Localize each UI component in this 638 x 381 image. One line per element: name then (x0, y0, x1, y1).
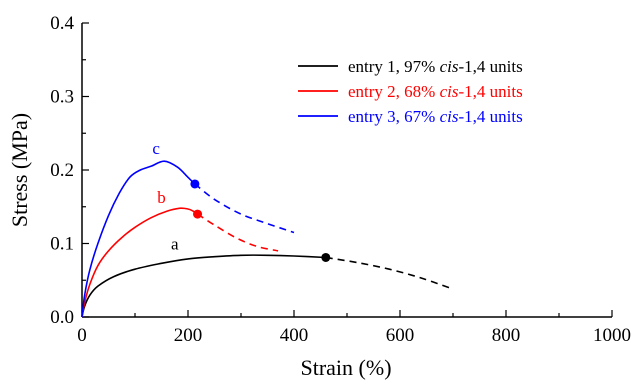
y-tick-label: 0.1 (50, 234, 74, 255)
y-tick-label: 0.2 (50, 160, 74, 181)
legend: entry 1, 97% cis-1,4 units entry 2, 68% c… (298, 57, 523, 126)
x-axis-title: Strain (%) (300, 355, 391, 380)
x-tick-label: 400 (280, 325, 309, 346)
series-3-curve-label: c (152, 139, 160, 158)
series-1-break-point (321, 252, 331, 262)
series-3-solid-line (81, 160, 196, 318)
series-1-solid-line (81, 254, 326, 318)
x-tick-label: 200 (174, 325, 203, 346)
legend-entry-3: entry 3, 67% cis-1,4 units (348, 107, 523, 126)
x-tick-label: 600 (386, 325, 415, 346)
series-curves (81, 160, 454, 318)
legend-entry-2: entry 2, 68% cis-1,4 units (348, 82, 523, 101)
y-tick-label: 0.0 (50, 307, 74, 328)
y-tick-label: 0.3 (50, 87, 74, 108)
series-2-solid-line (81, 207, 198, 318)
legend-entry-1: entry 1, 97% cis-1,4 units (348, 57, 523, 76)
y-tick-label: 0.4 (50, 13, 74, 34)
curve-labels: a b c (152, 139, 179, 254)
series-1-dashed-line (325, 256, 454, 290)
x-tick-label: 0 (77, 325, 87, 346)
x-tick-label: 800 (492, 325, 521, 346)
plot-axes: 0 200 400 600 800 1000 0.0 0.1 0.2 0.3 0.4 (50, 13, 631, 346)
x-tick-label: 1000 (593, 325, 631, 346)
series-2-break-point (193, 209, 203, 219)
series-2-curve-label: b (157, 188, 166, 207)
series-2-dashed-line (197, 213, 279, 252)
series-3-break-point (190, 179, 200, 189)
y-axis-title: Stress (MPa) (7, 113, 32, 227)
series-3-dashed-line (194, 183, 295, 234)
series-1-curve-label: a (171, 234, 179, 253)
